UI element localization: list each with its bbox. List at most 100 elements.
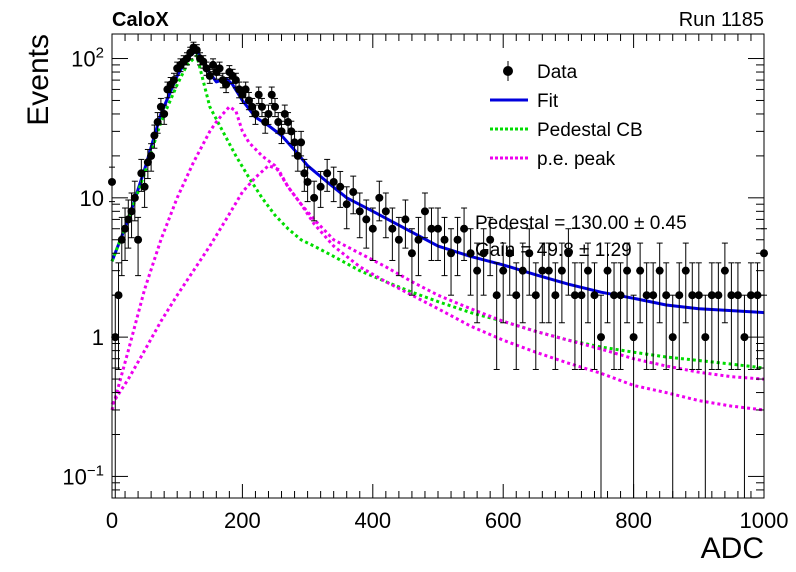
data-marker — [460, 224, 469, 233]
data-marker — [202, 64, 211, 73]
data-point — [662, 262, 671, 370]
legend-label: p.e. peak — [537, 149, 616, 170]
data-point — [499, 242, 508, 324]
data-marker — [551, 291, 560, 300]
data-point — [251, 104, 260, 125]
data-point — [649, 262, 658, 370]
data-point — [368, 207, 377, 261]
data-point — [124, 199, 133, 249]
data-point — [297, 130, 306, 157]
curve-p-e-peak-2 — [110, 164, 765, 412]
data-point — [733, 262, 742, 370]
data-marker — [143, 158, 152, 167]
data-point — [603, 242, 612, 324]
data-marker — [525, 249, 534, 258]
data-marker — [531, 291, 540, 300]
data-marker — [160, 109, 169, 118]
data-point — [525, 228, 534, 296]
data-point — [564, 228, 573, 296]
data-marker — [251, 109, 260, 118]
data-marker — [199, 57, 208, 66]
data-marker — [512, 291, 521, 300]
data-marker — [293, 151, 302, 160]
data-point — [303, 166, 312, 203]
data-marker — [642, 291, 651, 300]
data-marker — [544, 266, 553, 275]
data-point — [590, 262, 599, 370]
data-point — [169, 72, 178, 89]
data-point — [414, 216, 423, 277]
data-marker — [368, 224, 377, 233]
data-point — [681, 242, 690, 324]
data-marker — [538, 266, 547, 275]
data-marker — [140, 182, 149, 191]
data-point — [518, 242, 527, 324]
y-tick-label: 10 — [80, 186, 104, 211]
data-marker — [597, 333, 605, 342]
data-point — [531, 262, 540, 370]
data-marker — [681, 266, 690, 275]
data-point — [597, 294, 605, 499]
data-marker — [117, 235, 126, 244]
data-point — [407, 228, 416, 296]
data-marker — [492, 291, 501, 300]
data-point — [329, 166, 338, 203]
data-point — [205, 68, 214, 84]
data-point — [127, 192, 136, 239]
data-point — [616, 262, 625, 370]
fit-annotations: Pedestal = 130.00 ± 0.45 Gain = 49.8 ± 1.… — [475, 213, 687, 261]
data-marker — [557, 266, 566, 275]
data-marker — [130, 193, 139, 202]
data-point — [453, 216, 462, 277]
data-point — [323, 158, 332, 192]
data-marker — [610, 291, 619, 300]
data-marker — [407, 249, 416, 258]
legend-item: Fit — [490, 91, 559, 112]
data-point — [636, 242, 645, 324]
data-marker — [447, 249, 456, 258]
data-marker — [257, 102, 266, 111]
data-point — [447, 228, 456, 296]
data-marker — [623, 266, 632, 275]
data-point — [642, 262, 651, 370]
data-marker — [375, 193, 384, 202]
data-marker — [499, 266, 508, 275]
data-point — [512, 262, 521, 370]
data-marker — [662, 291, 671, 300]
data-marker — [636, 266, 645, 275]
data-marker — [714, 291, 723, 300]
data-marker — [603, 266, 612, 275]
x-tick-label: 800 — [615, 508, 652, 533]
x-tick-label: 0 — [106, 508, 118, 533]
data-point — [130, 180, 139, 222]
data-marker — [277, 127, 286, 136]
data-point — [342, 186, 351, 230]
data-marker — [401, 215, 410, 224]
data-point — [147, 143, 156, 172]
data-point — [254, 86, 263, 104]
data-point — [140, 170, 149, 208]
data-point — [577, 262, 586, 370]
fit-annotation: Gain = 49.8 ± 1.29 — [475, 240, 632, 261]
data-point — [623, 242, 632, 324]
x-tick-label: 400 — [354, 508, 391, 533]
data-point — [388, 207, 397, 261]
data-marker — [655, 266, 664, 275]
data-marker — [420, 207, 429, 216]
data-marker — [192, 46, 201, 55]
data-marker — [577, 291, 586, 300]
data-point — [121, 207, 130, 261]
data-marker — [134, 235, 143, 244]
data-marker — [342, 200, 351, 209]
y-tick-label: 10−1 — [62, 462, 104, 489]
data-marker — [414, 235, 423, 244]
data-point — [362, 199, 371, 249]
data-point — [215, 61, 224, 76]
data-marker — [486, 235, 495, 244]
data-marker — [284, 118, 293, 127]
data-marker — [297, 138, 306, 147]
data-point — [375, 180, 384, 222]
data-point — [336, 170, 345, 208]
y-axis-label: Events — [22, 34, 55, 126]
data-marker — [675, 291, 684, 300]
